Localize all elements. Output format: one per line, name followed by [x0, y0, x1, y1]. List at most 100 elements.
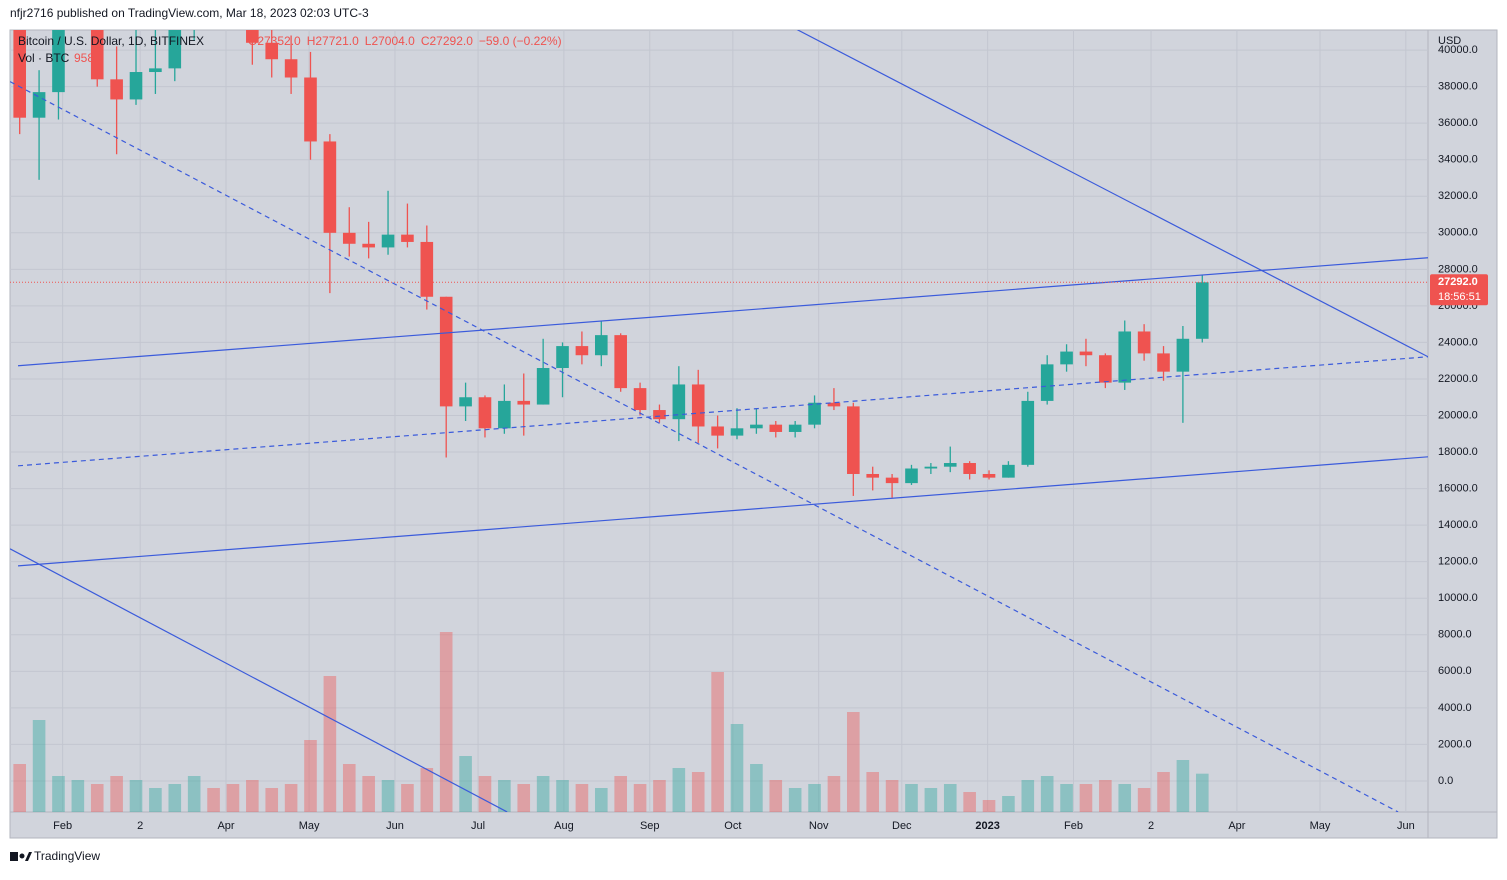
candle-body [478, 397, 492, 429]
volume-bar [517, 784, 531, 812]
y-tick-label: 2000.0 [1438, 738, 1472, 750]
volume-bar [420, 768, 434, 812]
volume-bar [52, 776, 65, 812]
volume-bar [1099, 780, 1112, 812]
volume-bar [750, 764, 763, 812]
candle-body [168, 30, 182, 69]
candle-body [110, 79, 123, 100]
volume-bar [342, 764, 356, 812]
volume-bar [187, 776, 201, 812]
y-tick-label: 16000.0 [1438, 483, 1478, 495]
candle-body [1002, 464, 1015, 478]
y-tick-label: 40000.0 [1438, 44, 1478, 56]
volume-bar [32, 720, 46, 812]
candle-body [1099, 355, 1112, 383]
volume-bar [653, 780, 666, 812]
candles [13, 30, 1209, 498]
candle-body [556, 346, 569, 369]
volume-title: Vol · BTC [18, 51, 70, 65]
candle-body [847, 406, 860, 474]
volume-bar [13, 764, 26, 812]
candle-body [1079, 351, 1093, 356]
candle-body [808, 402, 821, 425]
brand: TradingView [10, 849, 100, 863]
published-note: nfjr2716 published on TradingView.com, M… [10, 6, 369, 20]
volume-bar [982, 800, 996, 812]
candle-body [498, 400, 511, 429]
ohlc-values: O27352.0 H27721.0 L27004.0 C27292.0 −59.0 (−… [248, 34, 562, 48]
candle-body [32, 92, 46, 118]
symbol-title: Bitcoin / U.S. Dollar, 1D, BITFINEX [18, 34, 204, 48]
volume-bar [594, 788, 608, 812]
trend-line [10, 548, 508, 812]
volume-bar [265, 788, 279, 812]
volume-bar [129, 780, 143, 812]
y-tick-label: 8000.0 [1438, 629, 1472, 641]
candle-body [1060, 351, 1073, 365]
x-tick-label: 2 [1148, 820, 1154, 832]
x-tick-label: Jun [1397, 820, 1415, 832]
ohlc-item: O27352.0 [248, 34, 301, 48]
candle-body [769, 424, 783, 432]
candle-body [1157, 353, 1170, 372]
candle-body [672, 384, 686, 420]
volume-bar [207, 788, 220, 812]
volume-bar [362, 776, 375, 812]
x-tick-label: Dec [892, 820, 912, 832]
volume-bar [1060, 784, 1073, 812]
volume-bar [381, 780, 395, 812]
x-tick-label: Jun [386, 820, 404, 832]
candle-body [246, 30, 259, 43]
volume-bar [1176, 760, 1190, 812]
y-tick-label: 12000.0 [1438, 556, 1478, 568]
x-tick-label: Apr [1228, 820, 1245, 832]
x-tick-label: 2 [137, 820, 143, 832]
x-tick-label: Oct [724, 820, 741, 832]
x-tick-label: Nov [809, 820, 829, 832]
candle-body [420, 241, 434, 297]
brand-logo [25, 852, 32, 861]
volume-bar [943, 784, 957, 812]
last-price-box [1430, 274, 1488, 306]
candle-body [362, 243, 375, 248]
candle-body [633, 388, 647, 411]
candle-body [265, 42, 279, 60]
candle-body [827, 402, 841, 407]
candle-body [924, 466, 938, 469]
candle-body [750, 424, 763, 429]
volume-bar [71, 780, 85, 812]
trend-line [796, 30, 1428, 358]
y-tick-label: 34000.0 [1438, 154, 1478, 166]
y-tick-label: 10000.0 [1438, 592, 1478, 604]
candle-body [614, 335, 627, 389]
axes: 0.0 2000.0 4000.0 6000.0 8000.0 10000.0 12000.… [53, 44, 1488, 832]
candle-body [1137, 331, 1151, 354]
candle-body [730, 428, 744, 436]
candle-body [439, 296, 453, 407]
candle-body [129, 72, 143, 100]
x-tick-label: May [1310, 820, 1331, 832]
volume-bar [808, 784, 821, 812]
y-tick-label: 30000.0 [1438, 227, 1478, 239]
candle-body [1040, 364, 1054, 401]
candle-body [711, 426, 724, 436]
y-tick-label: 38000.0 [1438, 81, 1478, 93]
x-tick-label: Sep [640, 820, 660, 832]
volume-bar [536, 776, 550, 812]
candle-body [594, 335, 608, 356]
volume-bar [827, 776, 841, 812]
volume-bar [401, 784, 414, 812]
volume-bar [1137, 788, 1151, 812]
candle-body [381, 234, 395, 248]
volume-bar [847, 712, 860, 812]
volume-bar [1157, 772, 1170, 812]
volume-bar [149, 788, 162, 812]
candle-body [885, 477, 899, 484]
candle-body [149, 68, 162, 73]
ohlc-item: C27292.0 [421, 34, 473, 48]
volume-bar [1195, 773, 1209, 812]
volume-bar [633, 784, 647, 812]
volume-bar [304, 740, 317, 812]
volume-bar [672, 768, 686, 812]
candle-body [575, 346, 589, 356]
